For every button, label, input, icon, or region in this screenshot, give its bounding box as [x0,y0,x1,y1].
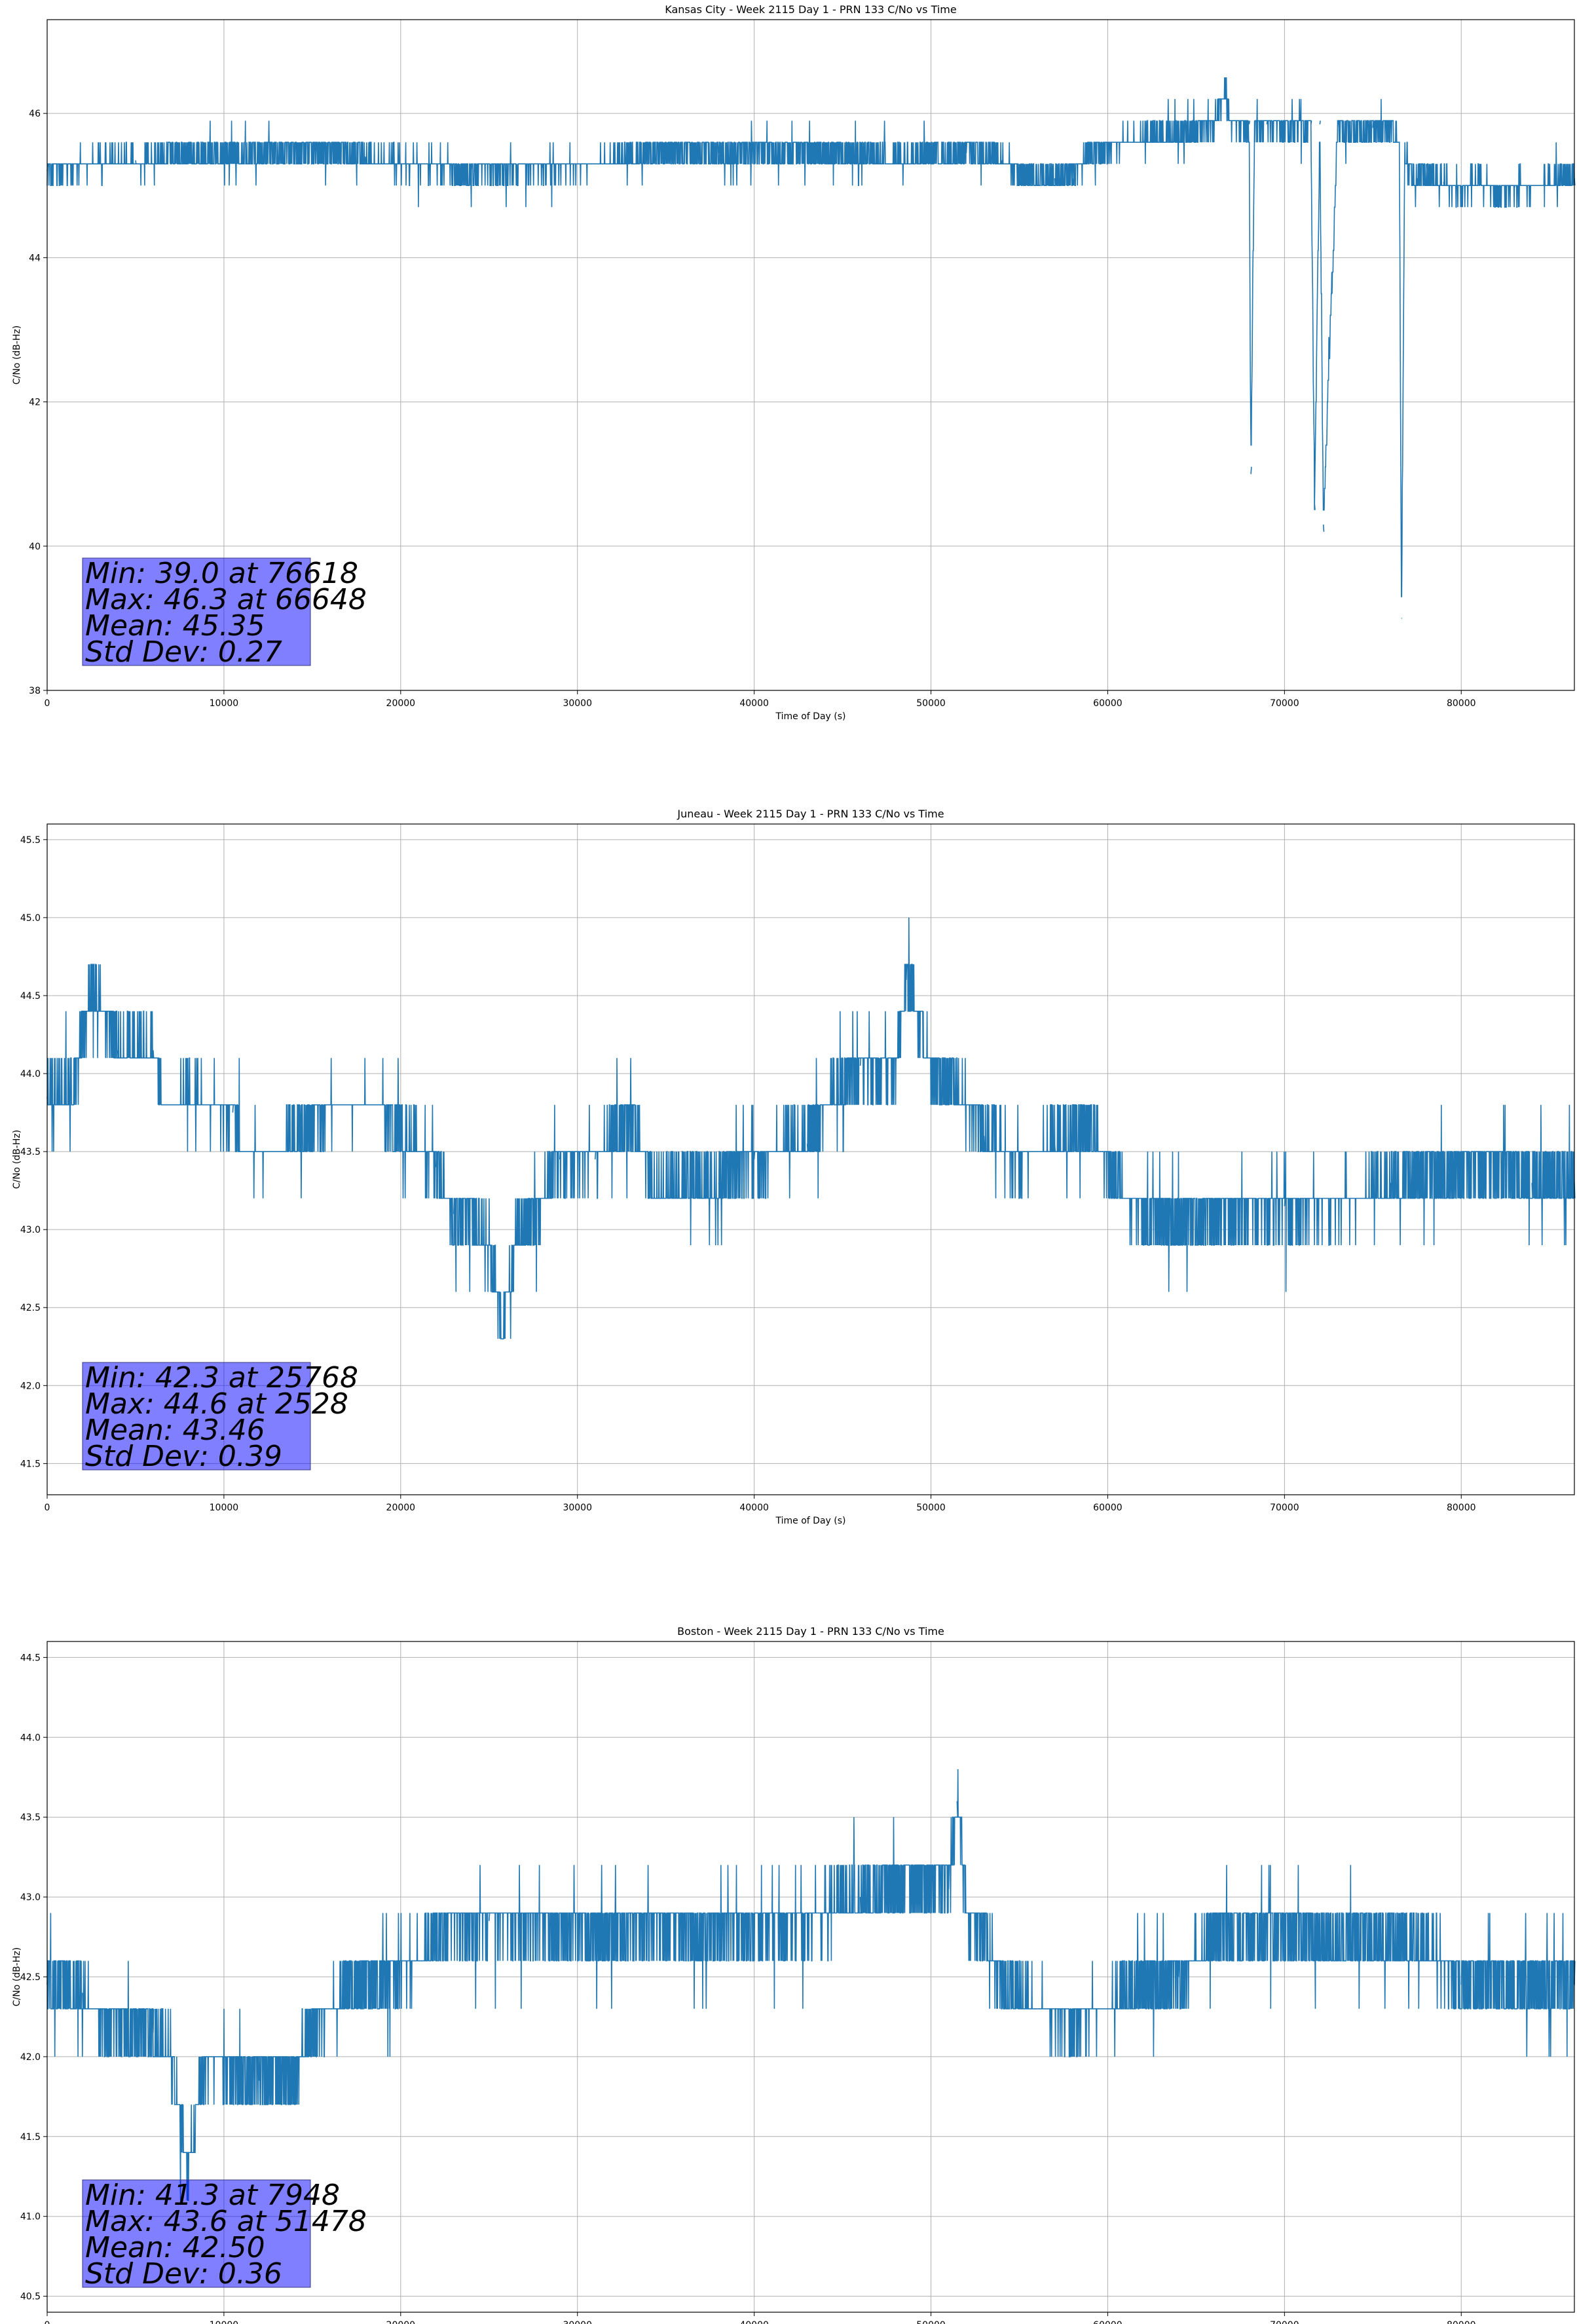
y-tick-label: 42.0 [20,1381,41,1391]
x-tick-label: 50000 [916,1503,946,1513]
plot-frame [46,19,1575,691]
x-tick-label: 0 [45,698,50,709]
x-tick-label: 30000 [563,1503,592,1513]
x-tick-label: 60000 [1093,1503,1122,1513]
x-tick-label: 80000 [1447,698,1476,709]
chart-title: Kansas City - Week 2115 Day 1 - PRN 133 … [665,3,956,16]
cno-series-line [46,1769,1576,2202]
y-tick-label: 44.5 [20,1653,41,1663]
stats-line: Mean: 45.35 [85,609,265,643]
stats-line: Max: 43.6 at 51478 [85,2205,367,2238]
x-tick-label: 70000 [1270,698,1299,709]
y-tick-label: 44.5 [20,991,41,1002]
x-axis-label: Time of Day (s) [775,1516,846,1526]
x-axis-label: Time of Day (s) [775,711,846,722]
chart-panel-1: 0 10000 20000 30000 40000 50000 60000 70000 8000… [12,3,1576,722]
x-tick-label: 20000 [386,698,416,709]
x-tick-label: 70000 [1270,1503,1299,1513]
stats-line: Min: 41.3 at 7948 [85,2179,340,2212]
grid [46,1641,1574,2312]
x-tick-label: 10000 [210,698,239,709]
y-tick-label: 42.5 [20,1972,41,1983]
x-tick-label: 0 [45,1503,50,1513]
cno-series-line [46,77,1576,619]
y-axis-label: C/No (dB-Hz) [12,326,22,384]
chart-panel-2: 0 10000 20000 30000 40000 50000 60000 70000 8000… [12,808,1576,1526]
y-tick-label: 44.0 [20,1733,41,1743]
cno-series-line [46,917,1576,1340]
x-tick-label: 80000 [1447,2320,1476,2324]
chart-title: Juneau - Week 2115 Day 1 - PRN 133 C/No … [677,808,944,820]
y-axis-label: C/No (dB-Hz) [12,1130,22,1189]
x-tick-label: 60000 [1093,2320,1122,2324]
x-tick-label: 30000 [563,698,592,709]
x-tick-label: 40000 [739,1503,769,1513]
stats-box-background [82,557,311,666]
y-tick-label: 43.5 [20,1147,41,1157]
y-tick-label: 38 [29,686,41,696]
x-tick-label: 10000 [210,1503,239,1513]
y-tick-label: 42.0 [20,2052,41,2063]
x-tick-label: 20000 [386,2320,416,2324]
x-tick-label: 60000 [1093,698,1122,709]
y-tick-label: 41.5 [20,1459,41,1469]
y-tick-label: 42.5 [20,1303,41,1313]
stats-line: Mean: 43.46 [85,1414,265,1447]
y-tick-label: 40 [29,542,41,552]
y-tick-label: 45.0 [20,913,41,924]
chart-panel-3: 0 10000 20000 30000 40000 50000 60000 70000 8000… [12,1625,1576,2324]
stats-line: Min: 42.3 at 25768 [85,1361,358,1395]
y-axis-label: C/No (dB-Hz) [12,1947,22,2006]
stats-line: Std Dev: 0.39 [85,1440,282,1473]
x-tick-label: 50000 [916,698,946,709]
y-tick-label: 44.0 [20,1069,41,1079]
y-tick-label: 44 [29,253,41,263]
x-tick-label: 0 [45,2320,50,2324]
y-tick-label: 41.0 [20,2212,41,2222]
x-tick-label: 50000 [916,2320,946,2324]
stats-line: Std Dev: 0.27 [85,635,282,669]
stats-line: Min: 39.0 at 76618 [85,557,358,590]
chart-title: Boston - Week 2115 Day 1 - PRN 133 C/No … [677,1625,944,1638]
stats-line: Mean: 42.50 [85,2231,265,2264]
y-tick-label: 45.5 [20,835,41,846]
x-tick-label: 20000 [386,1503,416,1513]
y-tick-label: 43.0 [20,1225,41,1235]
y-tick-label: 46 [29,109,41,119]
y-tick-label: 43.5 [20,1812,41,1823]
plot-frame [46,823,1575,1495]
stats-line: Std Dev: 0.36 [85,2257,282,2291]
x-tick-label: 30000 [563,2320,592,2324]
stats-box-background [82,2179,311,2288]
x-tick-label: 40000 [739,2320,769,2324]
y-tick-label: 41.5 [20,2132,41,2143]
stats-line: Max: 46.3 at 66648 [85,583,367,616]
stats-line: Max: 44.6 at 2528 [85,1387,348,1421]
stats-box-background [82,1362,311,1471]
y-tick-label: 42 [29,398,41,408]
y-tick-label: 43.0 [20,1892,41,1903]
x-tick-label: 40000 [739,698,769,709]
y-tick-label: 40.5 [20,2292,41,2302]
x-tick-label: 80000 [1447,1503,1476,1513]
x-tick-label: 70000 [1270,2320,1299,2324]
x-tick-label: 10000 [210,2320,239,2324]
